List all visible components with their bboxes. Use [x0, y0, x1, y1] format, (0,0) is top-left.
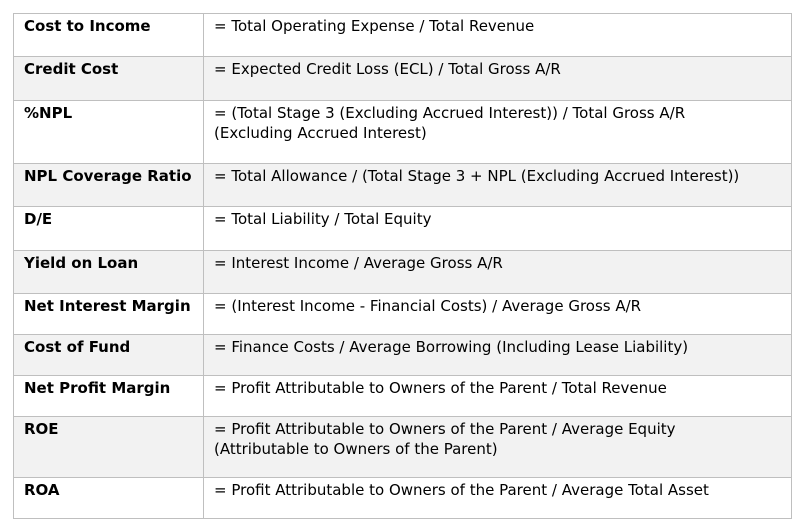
- ratio-formula: = Profit Attributable to Owners of the P…: [203, 375, 792, 417]
- table-row: Credit Cost = Expected Credit Loss (ECL)…: [13, 56, 792, 101]
- table-row: Cost of Fund = Finance Costs / Average B…: [13, 334, 792, 376]
- ratio-formula: = (Interest Income - Financial Costs) / …: [203, 293, 792, 335]
- table-row: NPL Coverage Ratio = Total Allowance / (…: [13, 163, 792, 207]
- ratio-table-body: Cost to Income = Total Operating Expense…: [13, 13, 792, 519]
- ratio-name: Credit Cost: [13, 56, 204, 101]
- ratio-name: Cost to Income: [13, 13, 204, 57]
- ratio-name: Yield on Loan: [13, 250, 204, 294]
- table-row: Cost to Income = Total Operating Expense…: [13, 13, 792, 57]
- table-row: Net Interest Margin = (Interest Income -…: [13, 293, 792, 335]
- table-row: Yield on Loan = Interest Income / Averag…: [13, 250, 792, 294]
- ratio-name: ROE: [13, 416, 204, 478]
- ratio-name: Cost of Fund: [13, 334, 204, 376]
- ratio-name: D/E: [13, 206, 204, 251]
- ratio-formula: = (Total Stage 3 (Excluding Accrued Inte…: [203, 100, 792, 164]
- ratio-name: NPL Coverage Ratio: [13, 163, 204, 207]
- ratio-formula: = Total Liability / Total Equity: [203, 206, 792, 251]
- ratio-name: Net Interest Margin: [13, 293, 204, 335]
- table-row: ROE = Profit Attributable to Owners of t…: [13, 416, 792, 478]
- ratio-formula: = Profit Attributable to Owners of the P…: [203, 416, 792, 478]
- ratio-definitions-table: Cost to Income = Total Operating Expense…: [13, 13, 792, 519]
- ratio-formula: = Total Allowance / (Total Stage 3 + NPL…: [203, 163, 792, 207]
- ratio-formula: = Finance Costs / Average Borrowing (Inc…: [203, 334, 792, 376]
- table-row: ROA = Profit Attributable to Owners of t…: [13, 477, 792, 519]
- table-row: %NPL = (Total Stage 3 (Excluding Accrued…: [13, 100, 792, 164]
- ratio-formula: = Profit Attributable to Owners of the P…: [203, 477, 792, 519]
- ratio-name: Net Profit Margin: [13, 375, 204, 417]
- ratio-name: ROA: [13, 477, 204, 519]
- ratio-name: %NPL: [13, 100, 204, 164]
- table-row: D/E = Total Liability / Total Equity: [13, 206, 792, 251]
- ratio-formula: = Interest Income / Average Gross A/R: [203, 250, 792, 294]
- ratio-formula: = Expected Credit Loss (ECL) / Total Gro…: [203, 56, 792, 101]
- table-row: Net Profit Margin = Profit Attributable …: [13, 375, 792, 417]
- ratio-formula: = Total Operating Expense / Total Revenu…: [203, 13, 792, 57]
